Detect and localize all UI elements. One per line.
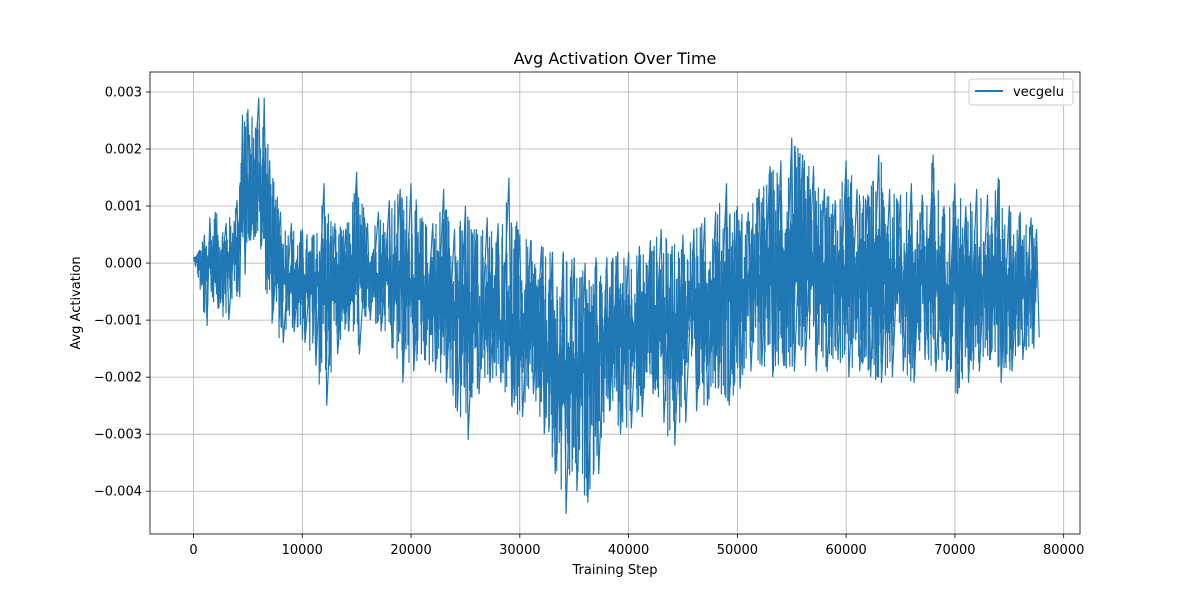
x-tick-label: 20000 <box>390 543 431 558</box>
series-envelope-vecgelu <box>193 97 1040 515</box>
x-tick-label: 50000 <box>717 543 758 558</box>
legend-label: vecgelu <box>1013 85 1064 100</box>
y-tick-label: −0.002 <box>94 371 142 386</box>
y-tick-label: −0.004 <box>94 485 142 500</box>
x-tick-label: 40000 <box>608 543 649 558</box>
y-axis-label: Avg Activation <box>69 256 84 349</box>
x-tick-label: 70000 <box>934 543 975 558</box>
x-tick-label: 10000 <box>282 543 323 558</box>
y-tick-label: −0.001 <box>94 314 142 329</box>
data-layer <box>192 97 1040 515</box>
y-tick-label: 0.003 <box>105 85 142 100</box>
y-tick-label: −0.003 <box>94 428 142 443</box>
x-tick-label: 0 <box>189 543 197 558</box>
plot-frame <box>149 71 1081 535</box>
legend-box <box>968 78 1074 106</box>
y-tick-label: 0.001 <box>105 200 142 215</box>
legend: vecgelu <box>968 78 1074 106</box>
y-tick-label: 0.002 <box>105 143 142 158</box>
ticks: 0 10000 20000 30000 40000 50000 60000 70000 8000… <box>94 85 1084 558</box>
y-tick-label: 0.000 <box>105 257 142 272</box>
x-tick-label: 80000 <box>1043 543 1084 558</box>
chart-title: Avg Activation Over Time <box>514 49 717 68</box>
x-axis-label: Training Step <box>571 563 657 578</box>
x-tick-label: 30000 <box>499 543 540 558</box>
x-tick-label: 60000 <box>825 543 866 558</box>
